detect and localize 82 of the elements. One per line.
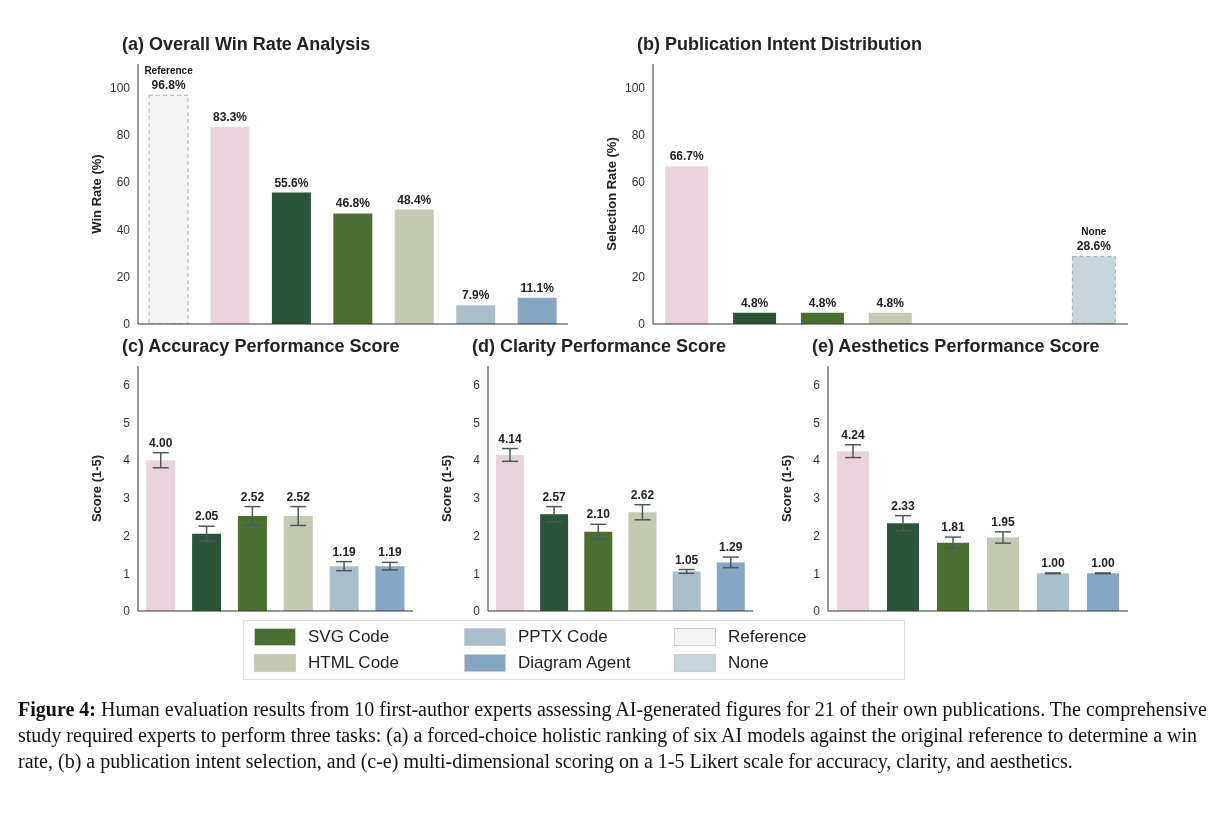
data-label: 7.9% — [462, 288, 490, 303]
data-label: 4.8% — [876, 295, 905, 310]
y-tick-label: 5 — [473, 415, 481, 430]
y-tick-label: 100 — [624, 80, 646, 95]
y-tick-label: 1 — [473, 566, 481, 581]
y-tick-label: 2 — [473, 528, 481, 543]
data-label: 28.6% — [1076, 239, 1112, 254]
data-label: 66.7% — [669, 149, 705, 164]
data-label: 1.29 — [719, 540, 743, 555]
y-axis-title: Selection Rate (%) — [603, 137, 619, 251]
chart-title: (e) Aesthetics Performance Score — [811, 336, 1101, 358]
y-tick-label: 5 — [123, 415, 131, 430]
y-tick-label: 1 — [123, 566, 131, 581]
y-tick-label: 0 — [813, 604, 821, 619]
y-tick-label: 80 — [116, 128, 131, 143]
y-tick-label: 100 — [109, 80, 131, 95]
y-axis-title: Score (1-5) — [438, 454, 454, 523]
y-tick-label: 80 — [631, 128, 646, 143]
chart-title: (b) Publication Intent Distribution — [636, 34, 923, 56]
data-label: 2.52 — [286, 489, 311, 504]
chart-title: (c) Accuracy Performance Score — [121, 336, 401, 358]
y-axis-title: Win Rate (%) — [88, 154, 104, 234]
y-tick-label: 3 — [473, 491, 481, 506]
data-label: 96.8% — [151, 78, 186, 93]
data-label: 2.05 — [194, 509, 219, 524]
legend-label: None — [728, 653, 769, 673]
data-label: 1.95 — [991, 514, 1015, 529]
y-tick-label: 5 — [813, 415, 821, 430]
data-label: 1.05 — [674, 552, 699, 567]
legend-label: Diagram Agent — [518, 653, 631, 673]
data-label: 4.8% — [808, 295, 837, 310]
data-label: 55.6% — [274, 175, 309, 190]
data-label: 4.24 — [841, 427, 865, 442]
y-tick-label: 20 — [116, 269, 131, 284]
data-label: 1.19 — [332, 544, 357, 559]
y-tick-label: 3 — [123, 491, 131, 506]
legend-label: HTML Code — [308, 653, 400, 673]
data-label: 2.52 — [240, 489, 265, 504]
text: Reference — [728, 627, 807, 647]
caption: Figure 4: Human evaluation results from 10 first-author experts assessing AI-generated figures for 21 of their own publications. The comprehensive study required experts to perform three tasks: (a) a forced-choice holistic ranking of six AI models against the original reference to determine a win rate, (b) a publication intent selection, and (c-e) multi-dimensional scoring on a 1-5 Likert scale for accuracy, clarity, and aesthetics. — [18, 697, 1208, 774]
y-tick-label: 0 — [473, 604, 481, 619]
y-tick-label: 4 — [813, 453, 821, 468]
y-tick-label: 3 — [813, 491, 821, 506]
y-tick-label: 0 — [123, 604, 131, 619]
y-tick-label: 40 — [631, 222, 646, 237]
data-label: 48.4% — [397, 192, 432, 207]
y-tick-label: 0 — [638, 317, 646, 332]
y-tick-label: 6 — [813, 378, 821, 393]
legend-label: SVG Code — [308, 627, 390, 647]
annotation: None — [1081, 226, 1107, 238]
data-label: 2.10 — [586, 507, 611, 522]
y-tick-label: 1 — [813, 566, 821, 581]
data-label: 4.14 — [498, 431, 522, 446]
data-label: 11.1% — [520, 280, 555, 295]
y-tick-label: 0 — [123, 317, 131, 332]
y-tick-label: 60 — [631, 175, 646, 190]
y-tick-label: 40 — [116, 222, 131, 237]
data-label: 2.57 — [542, 489, 567, 504]
y-tick-label: 20 — [631, 269, 646, 284]
series-label: Reference — [144, 65, 194, 77]
data-label: 4.00 — [149, 435, 173, 450]
data-label: 46.8% — [335, 196, 371, 211]
chart-title: (a) Overall Win Rate Analysis — [121, 34, 372, 56]
data-label: 1.81 — [941, 520, 965, 535]
data-label: 1.00 — [1091, 555, 1115, 570]
data-label: 2.62 — [630, 487, 655, 502]
legend-label: PPTX Code — [518, 627, 608, 647]
data-label: 1.00 — [1041, 555, 1065, 570]
y-axis-title: Score (1-5) — [778, 454, 794, 523]
y-tick-label: 4 — [123, 453, 131, 468]
data-label: 2.33 — [891, 498, 915, 513]
y-tick-label: 2 — [123, 528, 131, 543]
chart-title: (d) Clarity Performance Score — [471, 336, 728, 358]
y-tick-label: 6 — [473, 378, 481, 393]
data-label: 4.8% — [740, 295, 769, 310]
data-label: 83.3% — [212, 110, 248, 125]
y-tick-label: 2 — [813, 528, 821, 543]
y-tick-label: 6 — [123, 378, 131, 393]
y-tick-label: 60 — [116, 175, 131, 190]
y-tick-label: 4 — [473, 453, 481, 468]
y-axis-title: Score (1-5) — [88, 454, 104, 523]
data-label: 1.19 — [378, 545, 402, 560]
